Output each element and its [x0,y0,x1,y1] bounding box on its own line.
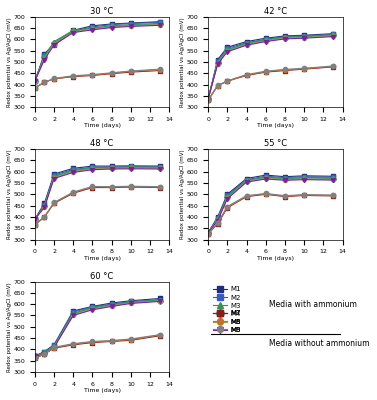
Text: Media with ammonium: Media with ammonium [268,300,357,309]
X-axis label: Time (days): Time (days) [84,388,121,393]
Legend: M7, M8, M9: M7, M8, M9 [211,309,242,334]
Y-axis label: Redox potential vs Ag/AgCl (mV): Redox potential vs Ag/AgCl (mV) [180,150,185,239]
X-axis label: Time (days): Time (days) [84,123,121,128]
X-axis label: Time (days): Time (days) [84,256,121,261]
Text: Media without ammonium: Media without ammonium [268,339,369,348]
Title: 42 °C: 42 °C [264,7,287,16]
Y-axis label: Redox potential vs Ag/AgCl (mV): Redox potential vs Ag/AgCl (mV) [7,282,12,372]
Title: 48 °C: 48 °C [90,139,114,148]
X-axis label: Time (days): Time (days) [257,256,294,261]
Y-axis label: Redox potential vs Ag/AgCl (mV): Redox potential vs Ag/AgCl (mV) [7,150,12,239]
Title: 60 °C: 60 °C [90,272,114,281]
Title: 55 °C: 55 °C [264,139,287,148]
Y-axis label: Redox potential vs Ag/AgCl (mV): Redox potential vs Ag/AgCl (mV) [7,17,12,107]
X-axis label: Time (days): Time (days) [257,123,294,128]
Y-axis label: Redox potential vs Ag/AgCl (mV): Redox potential vs Ag/AgCl (mV) [180,17,185,107]
Title: 30 °C: 30 °C [90,7,114,16]
